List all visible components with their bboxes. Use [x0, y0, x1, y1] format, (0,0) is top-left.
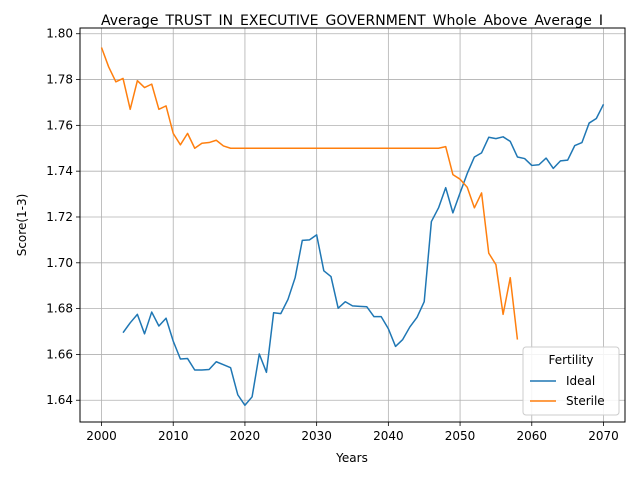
y-tick-label: 1.80 — [46, 27, 73, 41]
legend-label-ideal: Ideal — [566, 374, 595, 388]
x-tick-label: 2030 — [301, 429, 332, 443]
y-tick-label: 1.70 — [46, 256, 73, 270]
x-tick-label: 2070 — [588, 429, 619, 443]
legend: Fertility Ideal Sterile — [522, 346, 620, 416]
series-lines — [100, 47, 605, 407]
y-tick-label: 1.76 — [46, 118, 73, 132]
legend-box — [522, 346, 620, 416]
x-tick-label: 2040 — [373, 429, 404, 443]
y-tick-label: 1.72 — [46, 210, 73, 224]
x-tick-label: 2010 — [158, 429, 189, 443]
y-axis-ticks: 1.64 1.66 1.68 1.70 1.72 1.74 1.76 1.78 1.80 — [46, 27, 80, 407]
x-tick-label: 2050 — [445, 429, 476, 443]
y-tick-label: 1.74 — [46, 164, 73, 178]
y-tick-label: 1.66 — [46, 347, 73, 361]
series-line-sterile — [100, 47, 519, 340]
x-axis-label: Years — [335, 451, 368, 465]
y-tick-label: 1.68 — [46, 302, 73, 316]
y-axis-label: Score(1-3) — [15, 194, 29, 257]
chart-title: Average_TRUST_IN_EXECUTIVE_GOVERNMENT_Wh… — [101, 13, 603, 29]
x-tick-label: 2020 — [230, 429, 261, 443]
x-axis-ticks: 2000 2010 2020 2030 2040 2050 2060 2070 — [86, 422, 619, 443]
grid — [80, 28, 625, 422]
y-tick-label: 1.78 — [46, 73, 73, 87]
legend-label-sterile: Sterile — [566, 394, 605, 408]
x-tick-label: 2000 — [86, 429, 117, 443]
y-tick-label: 1.64 — [46, 393, 73, 407]
plot-frame — [79, 27, 626, 423]
x-tick-label: 2060 — [517, 429, 548, 443]
series-line-ideal — [122, 103, 605, 407]
legend-title: Fertility — [548, 353, 593, 367]
